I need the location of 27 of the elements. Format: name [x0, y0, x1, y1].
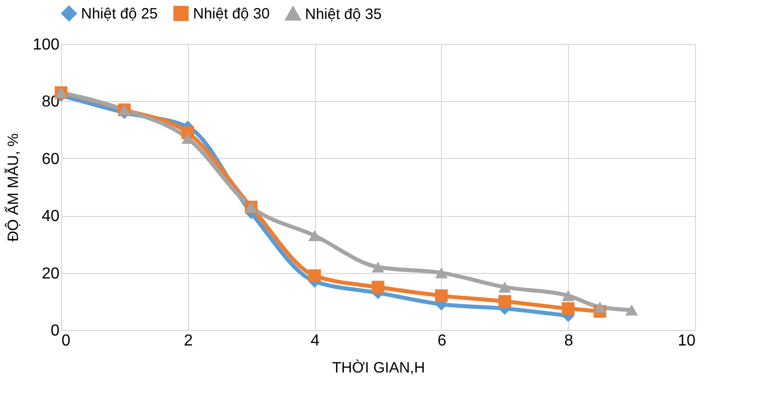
x-tick-label: 0 — [62, 332, 70, 350]
point — [308, 230, 321, 242]
point — [308, 269, 321, 282]
x-tick-label: 6 — [437, 332, 446, 350]
point — [435, 267, 448, 278]
x-tick-label: 10 — [678, 332, 696, 350]
y-axis-title: ĐỘ ẨM MẪU, % — [4, 133, 22, 242]
legend-label: Nhiệt độ 25 — [81, 5, 158, 22]
point — [562, 290, 575, 302]
point — [435, 289, 448, 302]
point — [594, 302, 606, 313]
legend-label: Nhiệt độ 35 — [305, 6, 382, 23]
y-tick-label: 100 — [32, 36, 60, 54]
x-tick-label: 8 — [564, 332, 574, 350]
y-tick-label: 20 — [42, 265, 60, 282]
x-tick-label: 2 — [184, 332, 193, 350]
point — [372, 280, 384, 294]
point — [562, 302, 575, 315]
x-axis-title: THỜI GIAN,H — [332, 358, 425, 376]
point — [625, 304, 638, 316]
legend-label: Nhiệt độ 30 — [193, 5, 270, 22]
x-tick-label: 4 — [310, 332, 320, 350]
point — [372, 262, 384, 273]
point — [498, 282, 512, 293]
y-tick-label: 60 — [42, 150, 60, 168]
y-tick-label: 40 — [42, 208, 60, 226]
point — [498, 295, 512, 308]
